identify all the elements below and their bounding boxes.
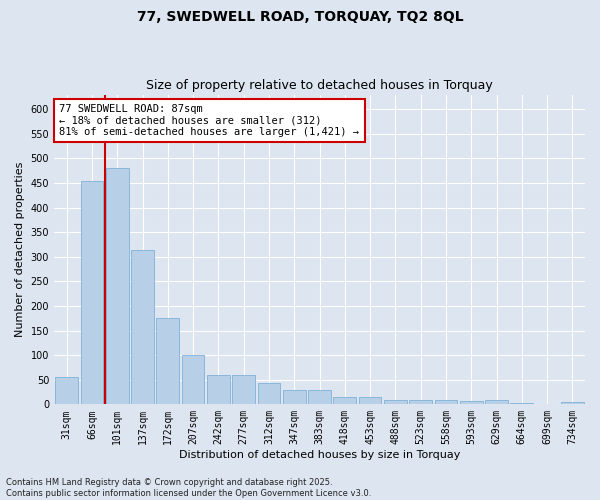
Bar (232, 375, 255, 404)
Bar (359, 397, 382, 404)
Bar (409, 400, 432, 404)
Bar (257, 383, 280, 404)
Title: Size of property relative to detached houses in Torquay: Size of property relative to detached ho… (146, 79, 493, 92)
Bar (283, 390, 305, 404)
Bar (55, 378, 78, 404)
Bar (106, 168, 128, 404)
Bar (511, 403, 533, 404)
Y-axis label: Number of detached properties: Number of detached properties (15, 162, 25, 337)
Bar (207, 375, 230, 404)
Bar (460, 402, 482, 404)
Bar (334, 397, 356, 404)
Bar (157, 318, 179, 404)
Bar (384, 400, 407, 404)
Text: Contains HM Land Registry data © Crown copyright and database right 2025.
Contai: Contains HM Land Registry data © Crown c… (6, 478, 371, 498)
Bar (561, 402, 584, 404)
Text: 77 SWEDWELL ROAD: 87sqm
← 18% of detached houses are smaller (312)
81% of semi-d: 77 SWEDWELL ROAD: 87sqm ← 18% of detache… (59, 104, 359, 137)
X-axis label: Distribution of detached houses by size in Torquay: Distribution of detached houses by size … (179, 450, 460, 460)
Bar (80, 180, 103, 404)
Bar (434, 400, 457, 404)
Bar (131, 250, 154, 404)
Text: 77, SWEDWELL ROAD, TORQUAY, TQ2 8QL: 77, SWEDWELL ROAD, TORQUAY, TQ2 8QL (137, 10, 463, 24)
Bar (308, 390, 331, 404)
Bar (485, 400, 508, 404)
Bar (182, 355, 205, 405)
